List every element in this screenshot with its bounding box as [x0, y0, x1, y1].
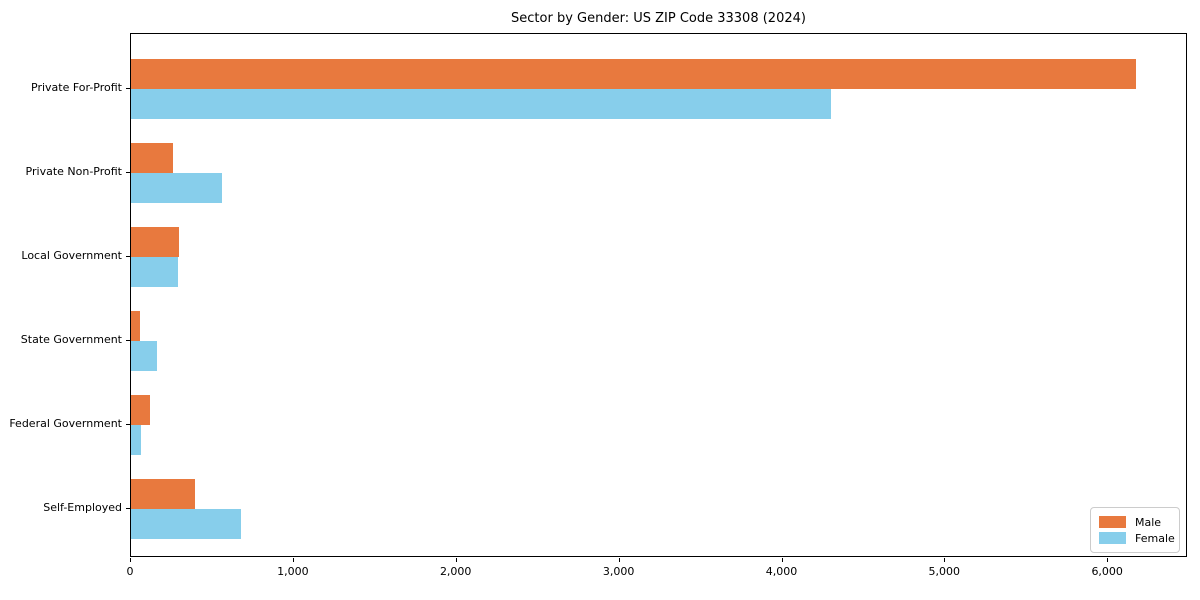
y-tick-mark-local-government [126, 256, 130, 257]
plot-area [130, 33, 1187, 557]
y-tick-label-self-employed: Self-Employed [43, 501, 122, 514]
x-tick-label-3000: 3,000 [602, 565, 635, 578]
x-tick-mark-6000 [1107, 558, 1109, 562]
bar-female-local-government [131, 257, 179, 287]
y-tick-mark-state-government [126, 340, 130, 341]
x-tick-mark-2000 [455, 558, 457, 562]
y-tick-label-local-government: Local Government [21, 249, 122, 262]
bar-male-private-non-profit [131, 143, 174, 173]
y-tick-label-state-government: State Government [20, 333, 122, 346]
y-tick-label-private-for-profit: Private For-Profit [31, 81, 122, 94]
legend-item-female: Female [1099, 530, 1175, 546]
y-tick-mark-private-for-profit [126, 88, 130, 89]
bar-female-federal-government [131, 425, 141, 455]
legend-item-male: Male [1099, 514, 1171, 530]
legend: Male Female [1090, 507, 1180, 553]
x-tick-label-5000: 5,000 [928, 565, 961, 578]
x-tick-mark-4000 [781, 558, 783, 562]
x-tick-mark-1000 [292, 558, 294, 562]
y-tick-label-federal-government: Federal Government [9, 417, 122, 430]
bar-female-private-for-profit [131, 89, 832, 119]
legend-swatch-male [1099, 516, 1126, 528]
chart-title: Sector by Gender: US ZIP Code 33308 (202… [511, 11, 806, 26]
bar-male-local-government [131, 227, 179, 257]
x-tick-label-6000: 6,000 [1091, 565, 1123, 578]
x-tick-label-4000: 4,000 [765, 565, 798, 578]
legend-label-female: Female [1135, 531, 1175, 545]
y-tick-mark-self-employed [126, 508, 130, 509]
bar-male-private-for-profit [131, 59, 1136, 89]
x-tick-label-1000: 1,000 [277, 565, 309, 578]
legend-swatch-female [1099, 532, 1126, 544]
bar-male-federal-government [131, 395, 150, 425]
bar-female-state-government [131, 341, 158, 371]
x-tick-mark-0 [130, 558, 131, 562]
y-tick-label-private-non-profit: Private Non-Profit [25, 165, 122, 178]
bar-female-private-non-profit [131, 173, 223, 203]
x-tick-label-2000: 2,000 [439, 565, 472, 578]
bar-male-self-employed [131, 479, 196, 509]
y-tick-mark-private-non-profit [126, 172, 130, 173]
x-tick-mark-5000 [944, 558, 946, 562]
x-tick-label-0: 0 [126, 565, 134, 578]
x-tick-mark-3000 [618, 558, 620, 562]
y-tick-mark-federal-government [126, 424, 130, 425]
legend-label-male: Male [1135, 515, 1162, 529]
bar-female-self-employed [131, 509, 241, 539]
bar-male-state-government [131, 311, 140, 341]
